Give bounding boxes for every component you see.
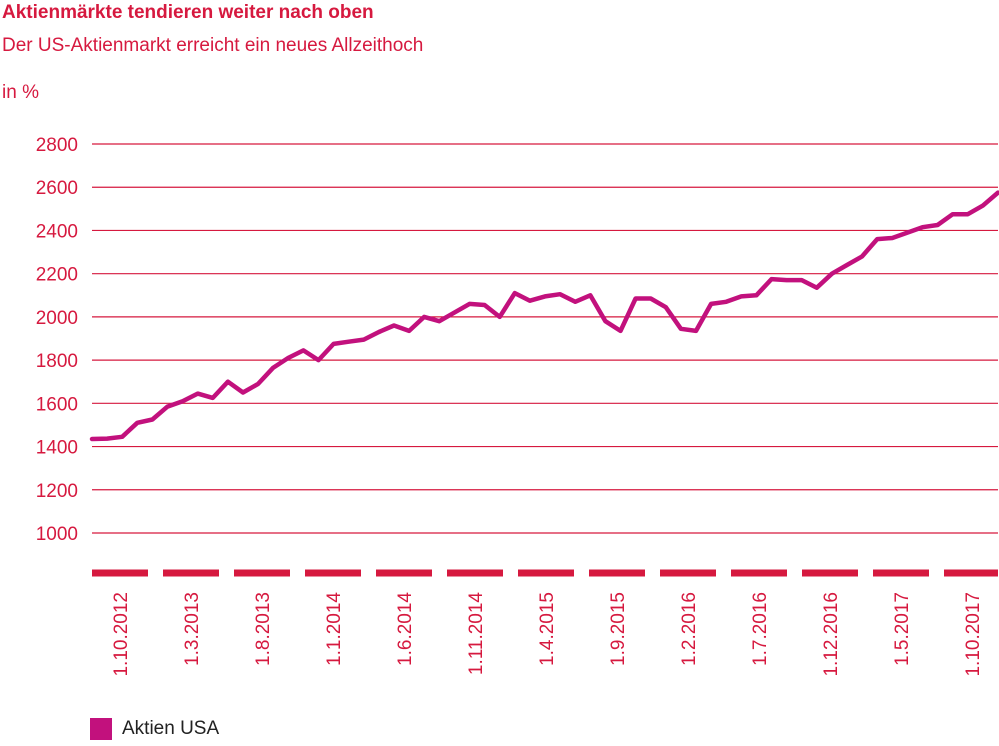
legend-swatch [90, 718, 112, 740]
x-axis-bar-segment [873, 569, 929, 577]
y-tick-label-2400: 2400 [36, 221, 78, 242]
y-axis-unit-label: in % [2, 82, 39, 103]
x-tick-label: 1.4.2015 [537, 592, 558, 666]
y-tick-label-1200: 1200 [36, 481, 78, 502]
y-tick-label-2800: 2800 [36, 135, 78, 156]
x-axis-bar-segment [163, 569, 219, 577]
x-tick-label: 1.10.2012 [111, 592, 132, 677]
y-tick-label-1000: 1000 [36, 524, 78, 545]
y-tick-label-1400: 1400 [36, 438, 78, 459]
x-axis-bar-segment [447, 569, 503, 577]
x-tick-label: 1.11.2014 [466, 592, 487, 676]
x-tick-label: 1.2.2016 [679, 592, 700, 666]
y-tick-label-1600: 1600 [36, 394, 78, 415]
x-axis-bar-segment [376, 569, 432, 577]
x-tick-label: 1.3.2013 [182, 592, 203, 666]
y-axis-tick-labels: 1000 1200 1400 1600 1800 2000 2200 2400 2600 2800 [36, 135, 78, 545]
chart-title: Aktienmärkte tendieren weiter nach oben [2, 2, 374, 23]
chart-subtitle: Der US-Aktienmarkt erreicht ein neues Al… [2, 35, 424, 56]
y-tick-label-2200: 2200 [36, 265, 78, 286]
x-axis-bar-segment [802, 569, 858, 577]
x-tick-label: 1.10.2017 [963, 592, 984, 677]
x-tick-label: 1.7.2016 [750, 592, 771, 666]
series-lines [89, 190, 999, 442]
x-axis-bar-segment [305, 569, 361, 577]
legend: Aktien USA [90, 718, 219, 740]
x-axis-bar-segment [92, 569, 148, 577]
x-axis-bar-segment [589, 569, 645, 577]
y-tick-label-2000: 2000 [36, 308, 78, 329]
x-axis-bar-segment [660, 569, 716, 577]
x-tick-label: 1.8.2013 [253, 592, 274, 666]
x-tick-label: 1.6.2014 [395, 592, 416, 666]
x-axis-bar-segment [518, 569, 574, 577]
x-axis-bar [92, 569, 998, 577]
y-tick-label-2600: 2600 [36, 178, 78, 199]
x-tick-label: 1.1.2014 [324, 592, 345, 666]
y-tick-label-1800: 1800 [36, 351, 78, 372]
x-axis-bar-segment [731, 569, 787, 577]
series-line-aktien-usa [89, 190, 999, 442]
x-tick-label: 1.9.2015 [608, 592, 629, 666]
x-axis-tick-labels: 1.10.2012 1.3.2013 1.8.2013 1.1.2014 1.6.201… [111, 592, 984, 677]
x-tick-label: 1.12.2016 [821, 592, 842, 677]
gridlines [92, 143, 998, 534]
legend-label-aktien-usa: Aktien USA [122, 718, 220, 739]
x-axis-bar-segment [944, 569, 998, 577]
x-tick-label: 1.5.2017 [892, 592, 913, 666]
x-axis-bar-segment [234, 569, 290, 577]
